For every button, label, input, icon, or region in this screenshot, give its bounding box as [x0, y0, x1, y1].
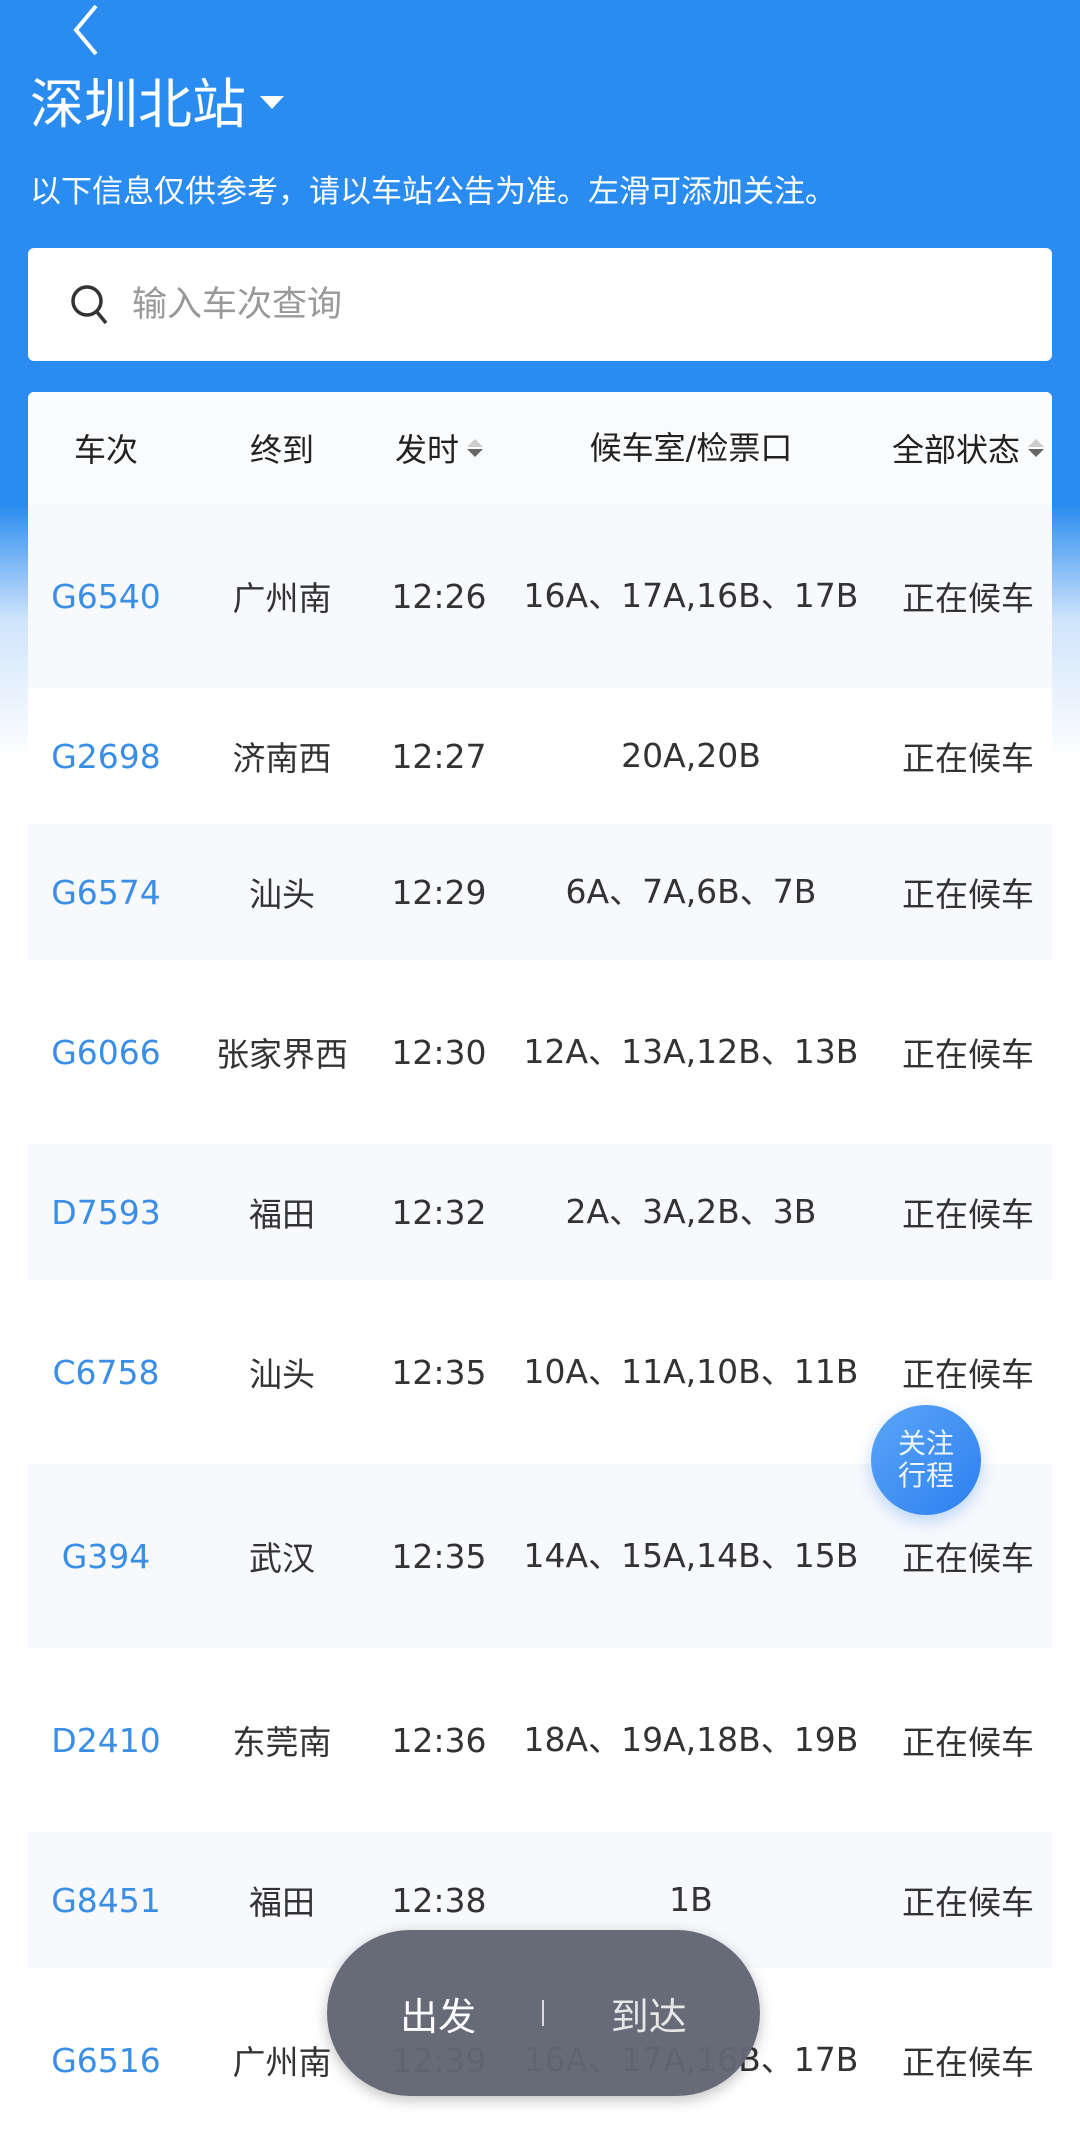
sort-icon	[467, 439, 483, 457]
col-status-label: 全部状态	[891, 431, 1020, 469]
search-icon	[71, 284, 108, 324]
tab-arrive[interactable]: 到达	[610, 1994, 687, 2039]
status: 正在候车	[902, 739, 1034, 778]
caret-down-icon	[260, 96, 284, 109]
table-row[interactable]: D2410 东莞南 12:36 18A、19A,18B、19B 正在候车	[28, 1648, 1052, 1832]
table-row[interactable]: G394 武汉 12:35 14A、15A,14B、15B 正在候车	[28, 1464, 1052, 1648]
gate: 20A,20B	[621, 736, 761, 775]
gate: 10A、11A,10B、11B	[523, 1352, 859, 1391]
col-status-filter[interactable]: 全部状态	[884, 425, 1052, 471]
gate: 6A、7A,6B、7B	[565, 872, 817, 911]
col-depart-time-label: 发时	[394, 431, 459, 469]
status: 正在候车	[902, 1539, 1034, 1578]
depart-time: 12:35	[391, 1536, 487, 1576]
status: 正在候车	[902, 1883, 1034, 1922]
notice-text: 以下信息仅供参考，请以车站公告为准。左滑可添加关注。	[30, 174, 836, 210]
train-number[interactable]: D7593	[51, 1192, 161, 1232]
destination: 张家界西	[216, 1035, 348, 1074]
depart-time: 12:30	[391, 1032, 487, 1072]
depart-time: 12:35	[391, 1352, 487, 1392]
destination: 汕头	[249, 1355, 315, 1394]
destination: 广州南	[232, 2043, 332, 2082]
train-number[interactable]: G8451	[51, 1880, 161, 1920]
fab-label: 关注	[897, 1427, 954, 1460]
divider	[542, 2000, 545, 2026]
gate: 12A、13A,12B、13B	[523, 1032, 859, 1071]
back-chevron-icon[interactable]	[62, 2, 112, 58]
table-row[interactable]: C6758 汕头 12:35 10A、11A,10B、11B 正在候车	[28, 1280, 1052, 1464]
destination: 武汉	[249, 1539, 315, 1578]
station-selector[interactable]: 深圳北站	[30, 60, 284, 139]
col-depart-time[interactable]: 发时	[380, 425, 498, 471]
train-number[interactable]: G6540	[51, 576, 161, 616]
destination: 东莞南	[232, 1723, 332, 1762]
depart-arrive-toggle: 出发 到达	[327, 1930, 760, 2096]
status: 正在候车	[902, 579, 1034, 618]
train-number[interactable]: G6516	[51, 2040, 161, 2080]
table-row[interactable]: G6066 张家界西 12:30 12A、13A,12B、13B 正在候车	[28, 960, 1052, 1144]
tab-depart[interactable]: 出发	[400, 1994, 477, 2039]
depart-time: 12:27	[391, 736, 487, 776]
status: 正在候车	[902, 1355, 1034, 1394]
status: 正在候车	[902, 2043, 1034, 2082]
train-number[interactable]: G6066	[51, 1032, 161, 1072]
train-number[interactable]: G6574	[51, 872, 161, 912]
depart-time: 12:26	[391, 576, 487, 616]
gate: 2A、3A,2B、3B	[565, 1192, 817, 1231]
status: 正在候车	[902, 1723, 1034, 1762]
depart-time: 12:36	[391, 1720, 487, 1760]
status: 正在候车	[902, 1195, 1034, 1234]
status: 正在候车	[902, 1035, 1034, 1074]
search-input[interactable]	[132, 284, 932, 325]
table-row[interactable]: G6574 汕头 12:29 6A、7A,6B、7B 正在候车	[28, 824, 1052, 960]
gate: 16A、17A,16B、17B	[523, 576, 859, 615]
destination: 福田	[249, 1195, 315, 1234]
search-box[interactable]	[28, 248, 1052, 361]
sort-icon	[1028, 439, 1044, 457]
destination: 济南西	[232, 739, 332, 778]
train-number[interactable]: G2698	[51, 736, 161, 776]
gate: 18A、19A,18B、19B	[523, 1720, 859, 1759]
table-row[interactable]: G6540 广州南 12:26 16A、17A,16B、17B 正在候车	[28, 504, 1052, 688]
train-number[interactable]: C6758	[52, 1352, 160, 1392]
train-table: 车次 终到 发时 候车室/检票口 全部状态 G6540 广州南 12:26 16A、1…	[28, 392, 1052, 2152]
destination: 广州南	[232, 579, 332, 618]
destination: 福田	[249, 1883, 315, 1922]
depart-time: 12:38	[391, 1880, 487, 1920]
col-gate: 候车室/检票口	[589, 429, 793, 467]
depart-time: 12:29	[391, 872, 487, 912]
col-train: 车次	[73, 431, 138, 469]
table-row[interactable]: G2698 济南西 12:27 20A,20B 正在候车	[28, 688, 1052, 824]
gate: 14A、15A,14B、15B	[523, 1536, 859, 1575]
status: 正在候车	[902, 875, 1034, 914]
col-destination: 终到	[249, 431, 314, 469]
fab-label: 行程	[897, 1459, 954, 1492]
destination: 汕头	[249, 875, 315, 914]
gate: 1B	[669, 1880, 713, 1919]
follow-trip-button[interactable]: 关注 行程	[871, 1405, 981, 1515]
depart-time: 12:32	[391, 1192, 487, 1232]
station-name: 深圳北站	[30, 73, 246, 136]
train-number[interactable]: D2410	[51, 1720, 161, 1760]
table-header: 车次 终到 发时 候车室/检票口 全部状态	[28, 392, 1052, 504]
table-row[interactable]: D7593 福田 12:32 2A、3A,2B、3B 正在候车	[28, 1144, 1052, 1280]
train-number[interactable]: G394	[61, 1536, 151, 1576]
